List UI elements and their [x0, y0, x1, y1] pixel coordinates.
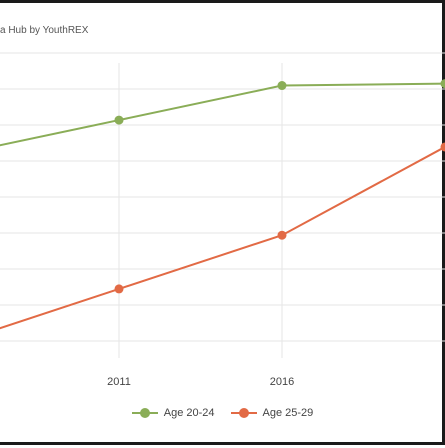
- data-point[interactable]: [278, 231, 287, 240]
- data-point[interactable]: [115, 284, 124, 293]
- line-chart: 2011 2016: [0, 3, 445, 448]
- legend-label: Age 25-29: [263, 407, 314, 419]
- legend-swatch-age-25-29: [231, 408, 257, 418]
- legend: Age 20-24 Age 25-29: [0, 407, 445, 419]
- data-point[interactable]: [115, 116, 124, 125]
- legend-item-age-25-29[interactable]: Age 25-29: [231, 407, 314, 419]
- legend-label: Age 20-24: [164, 407, 215, 419]
- series-line-1: [0, 84, 445, 155]
- x-tick-label: 2016: [270, 376, 294, 388]
- legend-swatch-age-20-24: [132, 408, 158, 418]
- x-tick-label: 2011: [107, 376, 131, 388]
- x-axis-ticks: 2011 2016: [107, 376, 294, 388]
- data-point[interactable]: [441, 79, 445, 88]
- data-point[interactable]: [278, 81, 287, 90]
- series-line-2: [0, 147, 445, 343]
- series-layer: [0, 79, 445, 347]
- legend-item-age-20-24[interactable]: Age 20-24: [132, 407, 215, 419]
